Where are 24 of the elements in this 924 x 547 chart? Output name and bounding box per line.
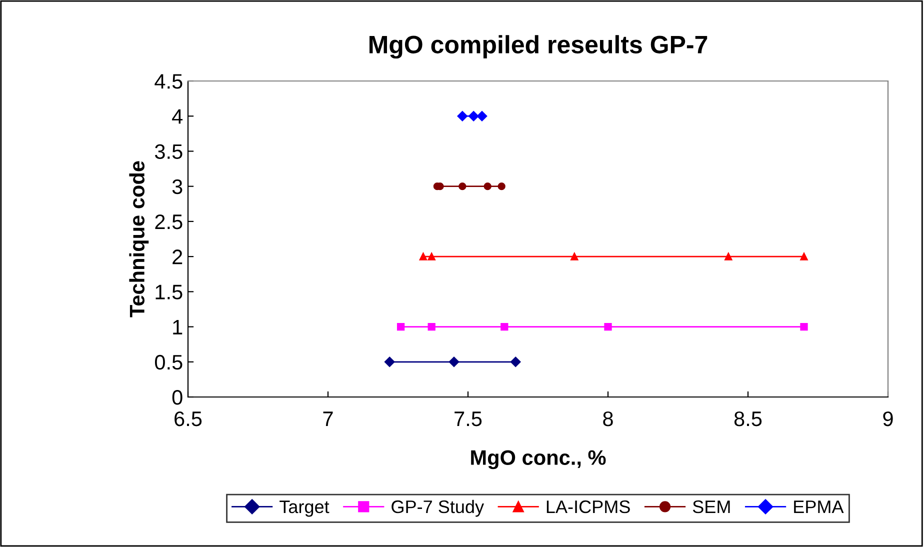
y-tick-label: 0 bbox=[172, 390, 182, 405]
y-tick-label: 1 bbox=[173, 320, 182, 334]
x-tick-label: 6.5 bbox=[174, 411, 202, 426]
y-axis-title: Technique code bbox=[129, 161, 149, 318]
x-tick-label: 8.5 bbox=[734, 411, 762, 426]
chart-title: MgO compiled reseults GP-7 bbox=[370, 35, 708, 59]
y-tick-label: 2 bbox=[172, 250, 182, 264]
y-tick-label: 2.5 bbox=[155, 214, 182, 230]
y-tick-label: 0.5 bbox=[154, 354, 182, 370]
y-tick-label: 4.5 bbox=[154, 74, 182, 89]
x-tick-label: 7.5 bbox=[454, 412, 482, 426]
x-axis-title: MgO conc., % bbox=[471, 450, 606, 470]
y-tick-label: 3.5 bbox=[154, 144, 182, 159]
y-tick-label: 4 bbox=[172, 109, 183, 124]
legend-label: GP-7 Study bbox=[392, 500, 484, 517]
y-tick-label: 1.5 bbox=[156, 284, 182, 300]
legend-label: EPMA bbox=[794, 500, 844, 514]
x-tick-label: 7 bbox=[323, 412, 333, 426]
y-tick-label: 3 bbox=[172, 179, 182, 194]
legend-label: LA-ICPMS bbox=[546, 500, 630, 514]
x-tick-label: 8 bbox=[603, 411, 613, 426]
x-tick-label: 9 bbox=[883, 411, 893, 426]
legend-label: SEM bbox=[692, 500, 730, 514]
legend-label: Target bbox=[280, 500, 330, 517]
